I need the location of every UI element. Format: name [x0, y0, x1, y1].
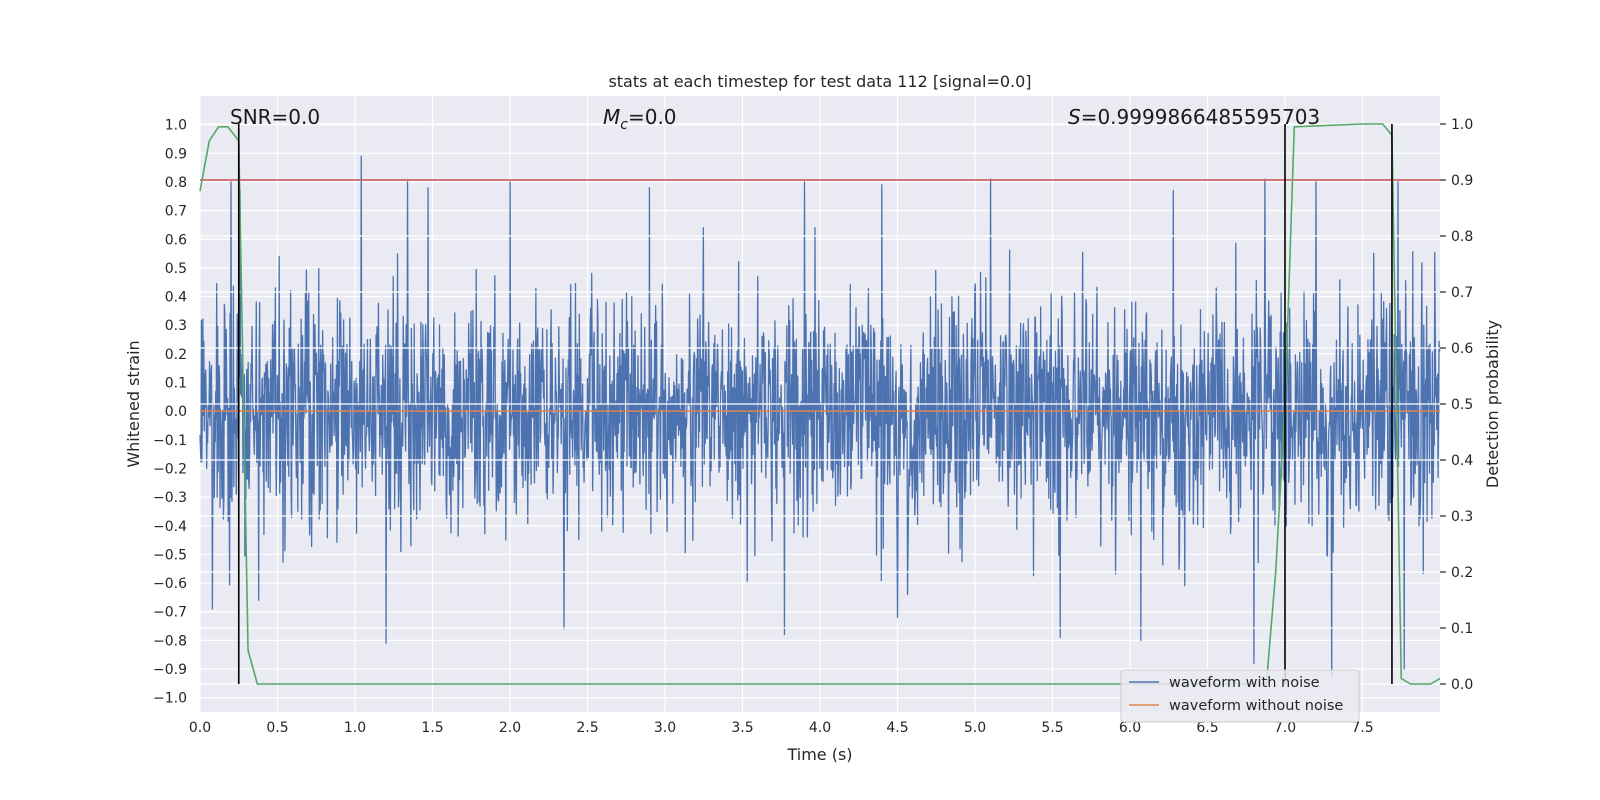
x-tick-label: 0.5 [266, 720, 288, 736]
x-tick-label: 6.0 [1119, 720, 1141, 736]
y2-tick-label: 0.8 [1451, 229, 1473, 245]
y-tick-label: −0.6 [153, 576, 187, 592]
y2-tick-label: 0.6 [1451, 341, 1473, 357]
y-axis-label: Whitened strain [124, 340, 143, 467]
s-annotation: S=0.9999866485595703 [1068, 105, 1320, 129]
y-tick-label: −0.2 [153, 461, 187, 477]
y-tick-label: 0.2 [165, 347, 187, 363]
y-tick-label: −0.4 [153, 519, 187, 535]
legend-label-waveform-without-noise: waveform without noise [1169, 698, 1343, 714]
axes: 0.0 0.5 1.0 1.5 2.0 2.5 3.0 3.5 4.0 4.5 5.0 5.5 6.0 6… [153, 117, 1473, 736]
x-tick-label: 0.0 [189, 720, 211, 736]
y-tick-label: −0.7 [153, 605, 187, 621]
x-tick-label: 7.0 [1274, 720, 1296, 736]
y-tick-label: 0.5 [165, 261, 187, 277]
y-tick-label: 0.7 [165, 204, 187, 220]
y-tick-label: 1.0 [165, 118, 187, 134]
y2-tick-label: 0.7 [1451, 285, 1473, 301]
series-detection-probability [199, 123, 1441, 685]
snr-annotation: SNR=0.0 [230, 105, 320, 129]
x-axis-label: Time (s) [786, 745, 852, 764]
y-tick-label: −0.8 [153, 633, 187, 649]
y-tick-label: 0.1 [165, 376, 187, 392]
x-tick-label: 2.5 [576, 720, 598, 736]
x-tick-label: 7.5 [1351, 720, 1373, 736]
y-tick-label: 0.8 [165, 175, 187, 191]
x-tick-label: 3.0 [654, 720, 676, 736]
series-layer [199, 155, 1441, 679]
y-tick-label: −0.3 [153, 490, 187, 506]
chart-title: stats at each timestep for test data 112… [608, 72, 1031, 91]
y2-axis-label: Detection probability [1483, 320, 1502, 488]
y-tick-label: 0.6 [165, 232, 187, 248]
y-tick-label: −0.9 [153, 662, 187, 678]
x-tick-label: 5.5 [1041, 720, 1063, 736]
y2-tick-label: 0.4 [1451, 453, 1473, 469]
s-value: =0.9999866485595703 [1081, 105, 1320, 129]
mc-symbol: M [603, 105, 620, 129]
x-tick-label: 6.5 [1196, 720, 1218, 736]
x-tick-label: 1.0 [344, 720, 366, 736]
y-tick-label: −0.5 [153, 547, 187, 563]
legend-label-waveform-with-noise: waveform with noise [1169, 675, 1320, 691]
x-tick-label: 4.0 [809, 720, 831, 736]
mc-value: =0.0 [628, 105, 677, 129]
y-tick-label: −0.1 [153, 433, 187, 449]
x-tick-label: 4.5 [886, 720, 908, 736]
y-tick-label: 0.4 [165, 290, 187, 306]
x-tick-label: 3.5 [731, 720, 753, 736]
x-tick-label: 5.0 [964, 720, 986, 736]
x-tick-label: 2.0 [499, 720, 521, 736]
mc-annotation: Mc=0.0 [603, 105, 677, 133]
y2-tick-label: 0.1 [1451, 621, 1473, 637]
y-tick-label: 0.9 [165, 146, 187, 162]
series-waveform-with-noise [199, 155, 1441, 679]
s-symbol: S [1068, 105, 1081, 129]
legend: waveform with noise waveform without noi… [1120, 669, 1360, 723]
y2-tick-label: 0.9 [1451, 173, 1473, 189]
y2-tick-label: 1.0 [1451, 117, 1473, 133]
y2-tick-label: 0.3 [1451, 509, 1473, 525]
x-tick-label: 1.5 [421, 720, 443, 736]
y2-tick-label: 0.5 [1451, 397, 1473, 413]
y2-tick-label: 0.2 [1451, 565, 1473, 581]
y-tick-label: 0.3 [165, 318, 187, 334]
y-tick-label: −1.0 [153, 691, 187, 707]
mc-subscript: c [620, 117, 628, 133]
legend-box [1120, 669, 1360, 723]
y-tick-label: 0.0 [165, 404, 187, 420]
y2-tick-label: 0.0 [1451, 677, 1473, 693]
